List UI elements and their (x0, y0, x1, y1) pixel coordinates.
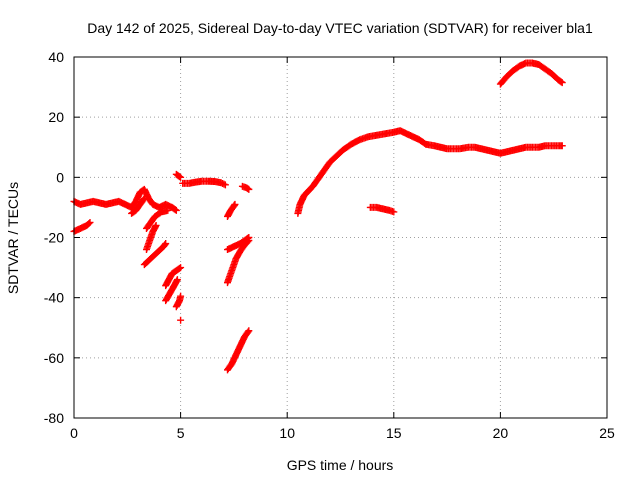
grid-layer (74, 57, 607, 418)
data-point (176, 264, 184, 272)
data-point (172, 206, 180, 214)
data-layer (70, 59, 566, 374)
data-point (244, 328, 252, 336)
data-point (177, 316, 185, 324)
y-tick-label: -40 (44, 290, 64, 306)
data-point (557, 78, 565, 86)
tick-layer: 0 5 10 15 20 25 -80 -60 -40 -20 0 20 40 (44, 49, 615, 441)
data-point (176, 173, 184, 181)
series-track-d (142, 206, 172, 232)
data-point (244, 238, 252, 246)
x-tick-label: 25 (599, 425, 615, 441)
y-tick-label: -20 (44, 230, 64, 246)
series-track-i (172, 292, 185, 311)
y-axis-label: SDTVAR / TECUs (5, 182, 21, 294)
series-track-m (238, 182, 253, 193)
series-track-k (172, 170, 185, 181)
data-point (152, 221, 160, 229)
data-point (244, 185, 252, 193)
x-tick-label: 5 (177, 425, 185, 441)
data-point (220, 180, 228, 188)
series-track-e (142, 221, 160, 254)
series-track-g (162, 264, 185, 290)
data-point (558, 142, 566, 150)
series-track-f (140, 240, 170, 269)
data-point (164, 206, 172, 214)
data-point (162, 240, 170, 248)
plot-frame (73, 56, 608, 419)
x-tick-label: 10 (279, 425, 295, 441)
y-tick-label: 0 (56, 169, 64, 185)
series-track-h (162, 276, 181, 305)
x-axis-label: GPS time / hours (287, 457, 394, 473)
x-tick-label: 0 (70, 425, 78, 441)
x-tick-label: 15 (386, 425, 402, 441)
data-point (86, 218, 94, 226)
data-point (231, 200, 239, 208)
data-point (173, 276, 181, 284)
series-track-a (70, 185, 180, 214)
x-tick-label: 20 (493, 425, 509, 441)
y-tick-label: -80 (44, 410, 64, 426)
data-point (245, 327, 253, 335)
series-track-r (294, 127, 566, 217)
y-tick-label: 20 (48, 109, 64, 125)
data-point (140, 194, 148, 202)
series-track-q (224, 327, 253, 374)
y-tick-label: -60 (44, 350, 64, 366)
series-track-l (179, 177, 229, 189)
data-point (177, 292, 185, 300)
data-point (245, 237, 253, 245)
chart-title: Day 142 of 2025, Sidereal Day-to-day VTE… (87, 20, 593, 36)
series-track-n (224, 200, 239, 220)
data-point (140, 196, 148, 204)
y-tick-label: 40 (48, 49, 64, 65)
data-point (558, 79, 566, 87)
data-point (221, 181, 229, 189)
series-track-j (177, 316, 185, 324)
data-point (390, 208, 398, 216)
series-track-s (366, 203, 398, 216)
data-point (161, 241, 169, 249)
data-point (177, 264, 185, 272)
series-track-t (496, 59, 566, 88)
data-point (245, 185, 253, 193)
series-track-c (128, 194, 148, 217)
data-point (177, 173, 185, 181)
data-point (85, 219, 93, 227)
data-point (171, 206, 179, 214)
series-track-p (224, 237, 253, 287)
